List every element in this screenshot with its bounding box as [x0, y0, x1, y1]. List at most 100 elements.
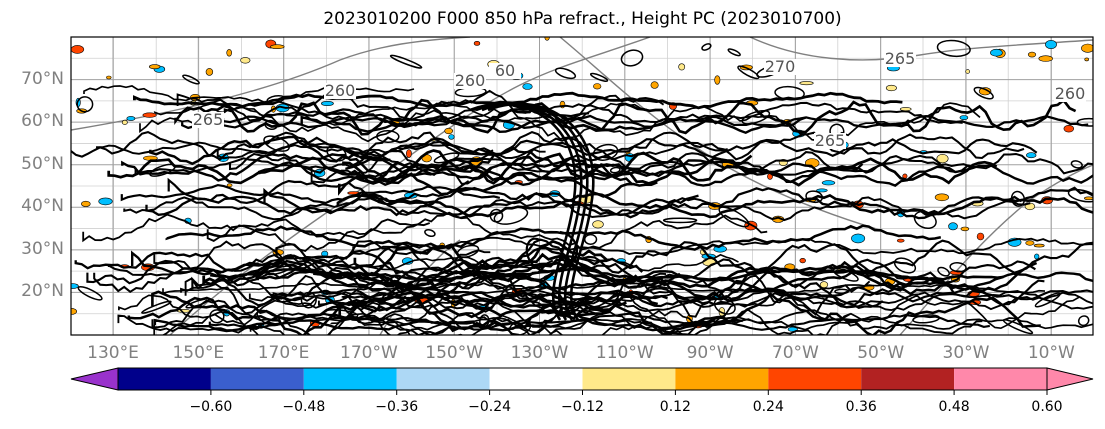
colorbar-tick-label: −0.36	[375, 399, 419, 415]
refract-shading	[978, 87, 992, 96]
refract-contour	[973, 86, 994, 100]
refract-shading	[799, 258, 806, 264]
refract-contour	[151, 299, 603, 335]
refract-contour	[76, 96, 94, 113]
refract-contour	[264, 119, 278, 131]
refract-contour	[120, 183, 501, 205]
refract-shading	[1025, 152, 1037, 159]
refract-contour	[256, 270, 1093, 292]
refract-shading	[934, 193, 950, 202]
height-contour-label: 270	[765, 57, 796, 76]
refract-contour	[713, 297, 736, 315]
refract-shading	[149, 64, 161, 70]
height-contour-label: 265	[885, 49, 916, 68]
refract-shading	[405, 149, 412, 158]
refract-shading	[1063, 124, 1075, 133]
refract-shading	[81, 200, 91, 207]
refract-contour	[303, 136, 1038, 159]
refract-contour	[209, 309, 225, 324]
refract-contour	[489, 208, 504, 223]
refract-contour	[937, 266, 950, 277]
refract-contour	[609, 166, 621, 174]
refract-contour	[71, 130, 1025, 161]
refract-contour	[737, 65, 760, 80]
refract-contour	[805, 190, 824, 204]
refract-shading	[885, 84, 897, 92]
refract-contour	[256, 309, 281, 327]
refract-contour	[718, 206, 750, 228]
refract-contour	[352, 236, 1093, 257]
refract-shading	[71, 45, 85, 54]
refract-contour	[131, 246, 644, 285]
height-contour-label: 260	[325, 81, 356, 100]
refract-contour	[662, 217, 698, 224]
refract-shading	[205, 68, 214, 76]
refract-contour	[83, 85, 415, 103]
longitude-label: 170°W	[340, 343, 398, 363]
height-contour	[749, 37, 1093, 61]
refract-shading	[71, 283, 79, 289]
refract-contour	[167, 177, 470, 206]
latitude-label: 60°N	[21, 111, 64, 132]
refract-contour	[456, 244, 480, 258]
longitude-label: 10°W	[1027, 343, 1075, 363]
refract-shading	[896, 238, 905, 243]
refract-contour	[1070, 160, 1083, 169]
refract-shading	[851, 233, 866, 244]
refract-shading	[1084, 196, 1093, 201]
refract-contour	[589, 72, 609, 83]
refract-contour	[912, 314, 941, 324]
refract-shading	[1038, 55, 1053, 62]
refract-contour	[149, 135, 391, 166]
refract-contour	[620, 49, 644, 67]
colorbar-tick-label: 0.12	[659, 399, 691, 415]
refract-contour	[376, 130, 400, 143]
refract-contour	[1067, 188, 1093, 203]
height-contour-label: 260	[1055, 84, 1086, 103]
refract-contour	[300, 291, 317, 309]
refract-contour	[323, 309, 359, 319]
longitude-label: 110°W	[595, 343, 654, 363]
refract-shading	[1045, 39, 1057, 49]
colorbar-tick-label: −0.48	[282, 399, 326, 415]
refract-contour	[554, 67, 577, 80]
refract-contour	[834, 288, 850, 295]
refract-contour	[893, 257, 917, 274]
refract-contour	[96, 141, 494, 156]
refract-contour	[389, 54, 423, 69]
colorbar-segment	[210, 368, 304, 390]
contour-label-background	[884, 51, 916, 67]
refract-contour	[774, 85, 805, 101]
refract-contour	[263, 135, 290, 152]
refract-shading	[714, 75, 721, 85]
refract-contour	[348, 291, 668, 312]
refract-contour	[176, 89, 665, 122]
colorbar-segment	[954, 368, 1047, 390]
refract-contour	[342, 149, 753, 185]
refract-shading	[98, 197, 113, 206]
refract-shading	[1084, 57, 1089, 62]
refract-contour	[493, 206, 529, 225]
refract-contour	[487, 102, 595, 321]
refract-contour	[326, 144, 347, 162]
longitude-label: 50°W	[857, 343, 905, 363]
refract-contour	[268, 265, 291, 276]
refract-contour	[77, 286, 103, 301]
refract-shading	[444, 127, 454, 135]
refract-contour	[141, 300, 172, 314]
colorbar-segment	[675, 368, 769, 390]
longitude-label: 90°W	[686, 343, 734, 363]
refract-contour	[266, 94, 285, 104]
refract-contour	[479, 314, 490, 328]
refract-contour	[433, 152, 460, 164]
contour-label-background	[454, 73, 486, 89]
refract-shading	[959, 115, 969, 120]
refract-shading	[965, 69, 971, 74]
refract-shading	[816, 188, 828, 193]
refract-contour	[913, 210, 937, 230]
colorbar-segment	[582, 368, 676, 390]
refract-shading	[593, 83, 602, 90]
colorbar-tick-label: −0.24	[468, 399, 512, 415]
